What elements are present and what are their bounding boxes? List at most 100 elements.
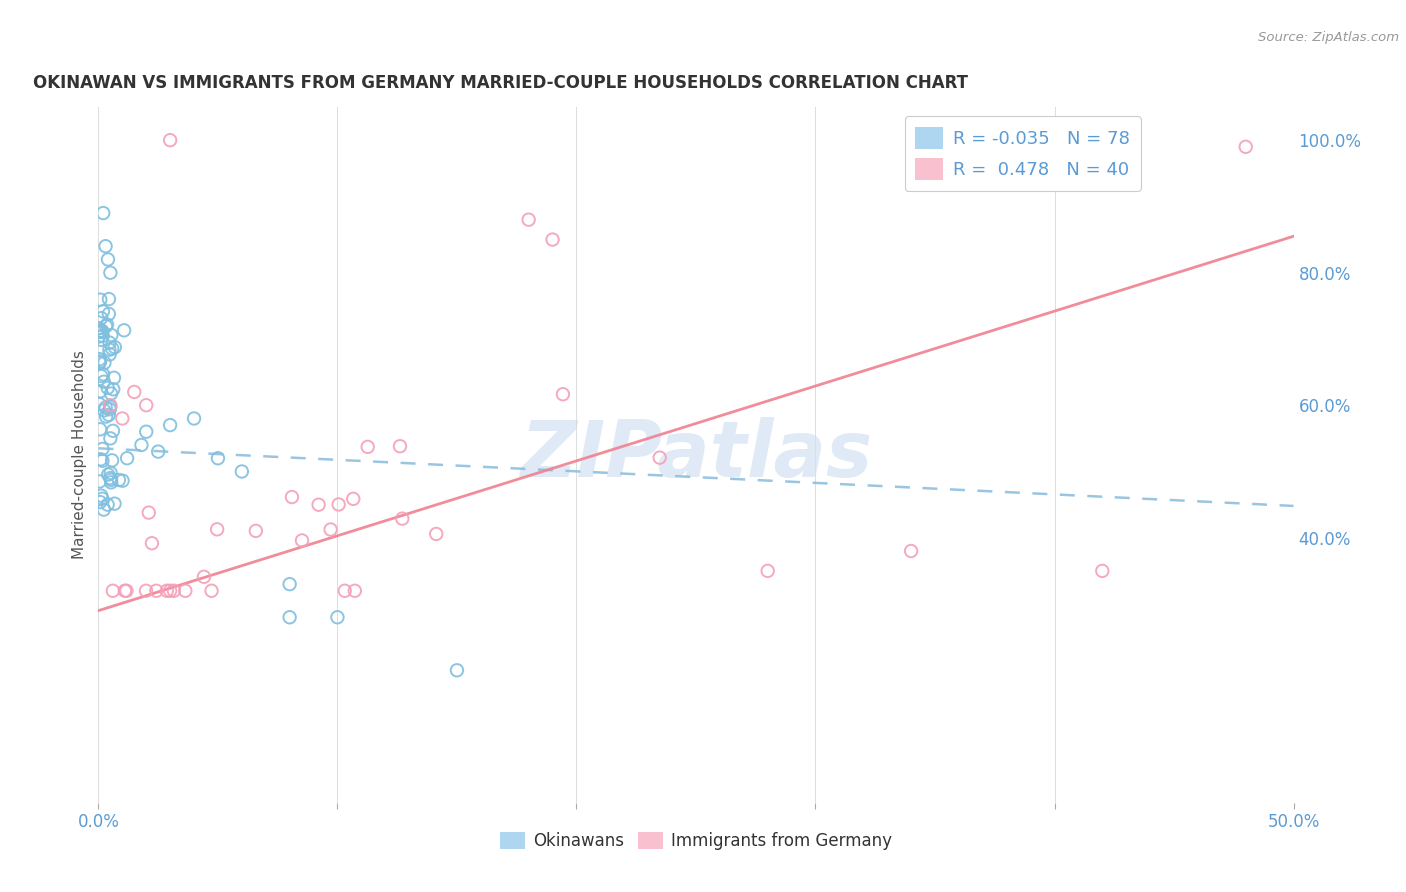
Point bbox=[91, 442, 114, 456]
Point bbox=[89, 354, 111, 368]
Point bbox=[648, 450, 671, 465]
Point bbox=[103, 371, 125, 385]
Point bbox=[100, 328, 122, 343]
Point bbox=[98, 471, 121, 485]
Point bbox=[97, 381, 120, 395]
Legend: Okinawans, Immigrants from Germany: Okinawans, Immigrants from Germany bbox=[494, 826, 898, 857]
Point bbox=[100, 473, 122, 487]
Point bbox=[124, 384, 146, 399]
Text: Source: ZipAtlas.com: Source: ZipAtlas.com bbox=[1258, 31, 1399, 45]
Point bbox=[90, 489, 112, 503]
Point bbox=[278, 610, 301, 624]
Point bbox=[425, 527, 447, 541]
Point bbox=[159, 583, 181, 598]
Point bbox=[756, 564, 779, 578]
Point bbox=[135, 425, 157, 439]
Point bbox=[112, 323, 135, 337]
Point bbox=[141, 536, 163, 550]
Point bbox=[115, 451, 138, 466]
Point bbox=[357, 440, 380, 454]
Point bbox=[308, 498, 330, 512]
Point bbox=[100, 386, 122, 401]
Point bbox=[94, 409, 117, 424]
Point bbox=[96, 318, 118, 332]
Point bbox=[328, 498, 350, 512]
Point bbox=[89, 352, 111, 367]
Point bbox=[98, 400, 121, 414]
Point bbox=[93, 375, 115, 389]
Point bbox=[541, 233, 564, 247]
Point bbox=[326, 610, 349, 624]
Point bbox=[333, 583, 356, 598]
Point bbox=[103, 382, 125, 396]
Point bbox=[114, 583, 136, 598]
Point bbox=[517, 212, 540, 227]
Point bbox=[94, 239, 117, 253]
Point bbox=[145, 583, 167, 598]
Point bbox=[163, 583, 186, 598]
Point bbox=[281, 490, 304, 504]
Point bbox=[98, 398, 122, 412]
Point bbox=[93, 356, 115, 370]
Point bbox=[90, 452, 112, 467]
Point bbox=[156, 583, 179, 598]
Point bbox=[89, 293, 111, 307]
Point bbox=[91, 206, 114, 220]
Point bbox=[91, 329, 114, 343]
Point bbox=[98, 266, 122, 280]
Point bbox=[90, 311, 112, 326]
Y-axis label: Married-couple Households: Married-couple Households bbox=[72, 351, 87, 559]
Point bbox=[97, 408, 120, 422]
Point bbox=[200, 583, 222, 598]
Point bbox=[1091, 564, 1114, 578]
Point bbox=[551, 387, 574, 401]
Point bbox=[159, 133, 181, 147]
Point bbox=[97, 498, 120, 512]
Point bbox=[90, 333, 112, 347]
Point bbox=[101, 424, 124, 438]
Point bbox=[1234, 140, 1257, 154]
Point bbox=[174, 583, 197, 598]
Point bbox=[89, 422, 111, 436]
Point bbox=[135, 398, 157, 412]
Point bbox=[94, 319, 117, 334]
Point bbox=[205, 522, 228, 536]
Point bbox=[89, 356, 111, 370]
Point bbox=[138, 506, 160, 520]
Point bbox=[97, 467, 120, 482]
Point bbox=[391, 511, 413, 525]
Point bbox=[388, 439, 411, 453]
Point bbox=[101, 583, 124, 598]
Point bbox=[89, 475, 111, 489]
Point bbox=[87, 329, 110, 343]
Point bbox=[111, 474, 134, 488]
Point bbox=[87, 325, 110, 339]
Point bbox=[135, 583, 157, 598]
Point bbox=[100, 475, 122, 490]
Point bbox=[89, 384, 111, 399]
Point bbox=[100, 466, 122, 480]
Point bbox=[193, 570, 215, 584]
Point bbox=[900, 544, 922, 558]
Point bbox=[98, 431, 122, 445]
Point bbox=[91, 304, 114, 318]
Point bbox=[104, 340, 127, 354]
Point bbox=[89, 397, 111, 411]
Point bbox=[89, 495, 111, 509]
Point bbox=[91, 454, 114, 468]
Point bbox=[97, 252, 120, 267]
Point bbox=[115, 583, 138, 598]
Text: ZIPatlas: ZIPatlas bbox=[520, 417, 872, 493]
Point bbox=[90, 369, 112, 384]
Point bbox=[148, 444, 170, 458]
Point bbox=[93, 403, 115, 417]
Point bbox=[98, 343, 121, 357]
Text: OKINAWAN VS IMMIGRANTS FROM GERMANY MARRIED-COUPLE HOUSEHOLDS CORRELATION CHART: OKINAWAN VS IMMIGRANTS FROM GERMANY MARR… bbox=[32, 74, 967, 92]
Point bbox=[159, 418, 181, 433]
Point bbox=[231, 465, 253, 479]
Point bbox=[103, 497, 125, 511]
Point bbox=[207, 451, 229, 466]
Point bbox=[91, 325, 114, 339]
Point bbox=[89, 325, 111, 339]
Point bbox=[245, 524, 267, 538]
